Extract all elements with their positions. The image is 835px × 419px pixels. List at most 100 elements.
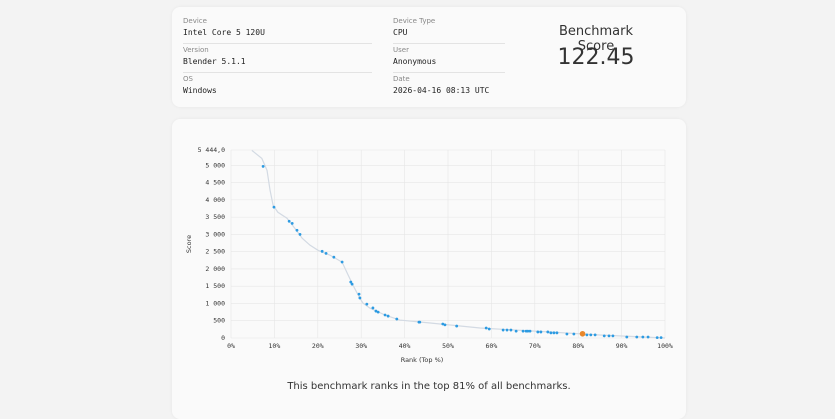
point (555, 331, 559, 335)
separator (393, 72, 505, 73)
y-tick-label: 3 500 (205, 213, 225, 221)
caption: This benchmark ranks in the top 81% of a… (287, 381, 571, 392)
x-tick-label: 100% (657, 342, 673, 350)
point (358, 296, 362, 300)
point (635, 335, 639, 339)
point (602, 334, 606, 338)
y-axis-label: Score (185, 235, 193, 253)
point (565, 332, 569, 336)
point (536, 330, 540, 334)
y-tick-label: 4 500 (205, 179, 225, 187)
point (340, 260, 344, 264)
point (572, 332, 576, 336)
x-tick-label: 90% (616, 342, 628, 350)
point (357, 292, 361, 296)
point (332, 255, 336, 259)
point (549, 331, 553, 335)
point (509, 328, 513, 332)
point (418, 320, 422, 324)
y-tick-label: 2 500 (205, 248, 225, 256)
field-value: 2026-04-16 08:13 UTC (393, 86, 490, 95)
point (441, 322, 445, 326)
separator (183, 43, 372, 44)
point (261, 164, 265, 168)
y-tick-label: 4 000 (205, 196, 225, 204)
point (324, 251, 328, 255)
field-label: Device (183, 17, 207, 25)
point (593, 333, 597, 337)
point (655, 336, 659, 340)
point (585, 333, 589, 337)
point (659, 336, 663, 340)
point (376, 310, 380, 314)
field-label: Version (183, 46, 209, 54)
point (607, 334, 611, 338)
point (298, 232, 302, 236)
x-axis-label: Rank (Top %) (401, 356, 444, 364)
field-value: Anonymous (393, 57, 437, 66)
x-tick-label: 20% (312, 342, 324, 350)
score-value: 122.45 (557, 45, 635, 70)
point (505, 328, 509, 332)
y-tick-label: 1 000 (205, 299, 225, 307)
field-label: Device Type (393, 17, 436, 25)
field-value: Windows (183, 86, 217, 95)
y-tick-label: 500 (213, 317, 225, 325)
point (539, 330, 543, 334)
point (501, 328, 505, 332)
point (611, 334, 615, 338)
point (272, 205, 276, 209)
point (365, 302, 369, 306)
y-tick-label: 1 500 (205, 282, 225, 290)
point (295, 228, 299, 232)
field-label: OS (183, 75, 193, 83)
x-tick-label: 80% (572, 342, 584, 350)
point (487, 327, 491, 331)
y-tick-label: 5 000 (205, 161, 225, 169)
x-tick-label: 60% (486, 342, 498, 350)
point (349, 280, 353, 284)
point (521, 329, 525, 333)
page: Benchmark Score 122.45 Device Intel Core … (172, 7, 686, 392)
separator (183, 72, 372, 73)
point (383, 313, 387, 317)
point (395, 317, 399, 321)
field-label: Date (393, 75, 410, 83)
point (646, 335, 650, 339)
point (526, 329, 530, 333)
point (546, 330, 550, 334)
y-tick-label: 0 (221, 334, 225, 342)
point (443, 323, 447, 327)
x-tick-label: 0% (227, 342, 235, 350)
score-title: Benchmark Score (558, 24, 634, 54)
point (589, 333, 593, 337)
point (552, 331, 556, 335)
chart: Rank (Top %) Score 0 500 1 000 1 500 2 000 2 … (185, 146, 673, 364)
point (320, 249, 324, 253)
separator (393, 43, 505, 44)
point (386, 314, 390, 318)
point (287, 219, 291, 223)
field-value: CPU (393, 28, 408, 37)
y-tick-label: 2 000 (205, 265, 225, 273)
point (579, 330, 586, 337)
field-value: Blender 5.1.1 (183, 57, 246, 66)
point (641, 335, 645, 339)
y-tick-label: 3 000 (205, 230, 225, 238)
chart-card: Rank (Top %) Score 0 500 1 000 1 500 2 000 2 … (172, 119, 686, 419)
x-tick-label: 70% (529, 342, 541, 350)
point (371, 306, 375, 310)
point (374, 309, 378, 313)
point (528, 329, 532, 333)
x-tick-label: 50% (442, 342, 454, 350)
field-value: Intel Core 5 120U (183, 28, 265, 37)
point (350, 282, 354, 286)
point (290, 221, 294, 225)
x-tick-label: 30% (355, 342, 367, 350)
x-tick-label: 10% (269, 342, 281, 350)
x-tick-label: 40% (399, 342, 411, 350)
info-card: Benchmark Score 122.45 Device Intel Core … (172, 7, 686, 107)
point (484, 326, 488, 330)
point (625, 335, 629, 339)
field-label: User (393, 46, 409, 54)
